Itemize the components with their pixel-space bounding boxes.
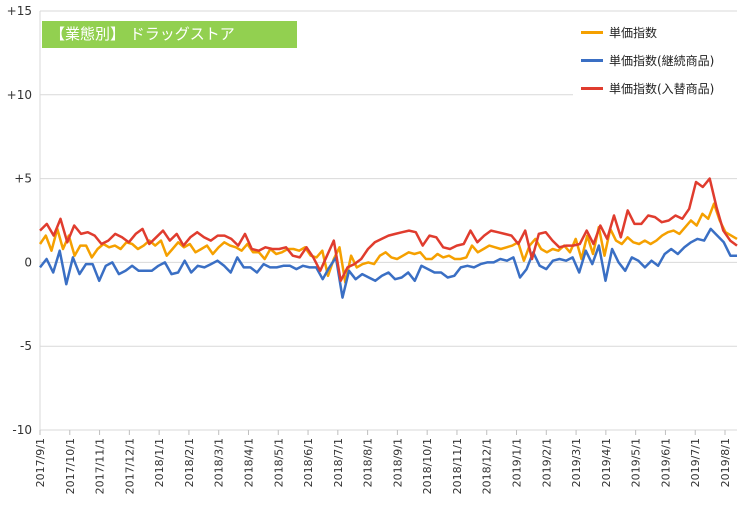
x-tick-label: 2017/10/1 bbox=[64, 438, 77, 494]
legend: 単価指数 単価指数(継続商品) 単価指数(入替商品) bbox=[573, 14, 741, 100]
y-tick-label: +15 bbox=[7, 4, 32, 18]
x-tick-label: 2017/11/1 bbox=[94, 438, 107, 494]
x-tick-label: 2018/12/1 bbox=[481, 438, 494, 494]
x-tick-label: 2018/10/1 bbox=[421, 438, 434, 494]
x-tick-label: 2018/1/1 bbox=[153, 438, 166, 487]
y-axis-ticks: +15 +10 +5 0 -5 -10 bbox=[7, 4, 32, 437]
x-tick-label: 2018/5/1 bbox=[272, 438, 285, 487]
x-tick-label: 2019/3/1 bbox=[570, 438, 583, 487]
series-line-2 bbox=[39, 177, 738, 283]
x-axis-ticks: 2017/9/1 2017/10/1 2017/11/1 2017/12/1 2018/… bbox=[34, 430, 732, 494]
x-tick-label: 2017/9/1 bbox=[34, 438, 47, 487]
legend-swatch bbox=[581, 86, 603, 90]
x-tick-label: 2019/5/1 bbox=[630, 438, 643, 487]
y-tick-label: +10 bbox=[7, 88, 32, 102]
legend-label: 単価指数(継続商品) bbox=[609, 53, 715, 68]
x-tick-label: 2019/6/1 bbox=[659, 438, 672, 487]
x-tick-label: 2019/1/1 bbox=[511, 438, 524, 487]
x-tick-label: 2017/12/1 bbox=[123, 438, 136, 494]
chart-title: 【業態別】 ドラッグストア bbox=[42, 21, 297, 48]
x-tick-label: 2019/2/1 bbox=[540, 438, 553, 487]
legend-item-continuing: 単価指数(継続商品) bbox=[581, 50, 714, 70]
x-tick-label: 2018/9/1 bbox=[391, 438, 404, 487]
x-tick-label: 2018/3/1 bbox=[213, 438, 226, 487]
x-tick-label: 2019/7/1 bbox=[689, 438, 702, 487]
series-lines bbox=[38, 177, 738, 299]
x-tick-label: 2018/6/1 bbox=[302, 438, 315, 487]
legend-item-replacement: 単価指数(入替商品) bbox=[581, 78, 714, 98]
y-tick-label: 0 bbox=[24, 255, 32, 269]
series-line-1 bbox=[39, 227, 737, 299]
legend-item-unit-price: 単価指数 bbox=[581, 22, 657, 42]
x-tick-label: 2018/7/1 bbox=[332, 438, 345, 487]
x-tick-label: 2018/11/1 bbox=[451, 438, 464, 494]
y-tick-label: +5 bbox=[14, 172, 32, 186]
x-tick-label: 2018/8/1 bbox=[362, 438, 375, 487]
series-line-0 bbox=[38, 202, 738, 284]
gridlines bbox=[39, 10, 737, 431]
x-tick-label: 2019/4/1 bbox=[600, 438, 613, 487]
legend-label: 単価指数(入替商品) bbox=[609, 81, 715, 96]
x-tick-label: 2018/4/1 bbox=[242, 438, 255, 487]
legend-swatch bbox=[581, 58, 603, 62]
y-tick-label: -5 bbox=[20, 339, 32, 353]
x-tick-label: 2019/8/1 bbox=[719, 438, 732, 487]
x-tick-label: 2018/2/1 bbox=[183, 438, 196, 487]
legend-swatch bbox=[581, 30, 603, 34]
y-tick-label: -10 bbox=[12, 423, 32, 437]
legend-label: 単価指数 bbox=[609, 25, 658, 40]
